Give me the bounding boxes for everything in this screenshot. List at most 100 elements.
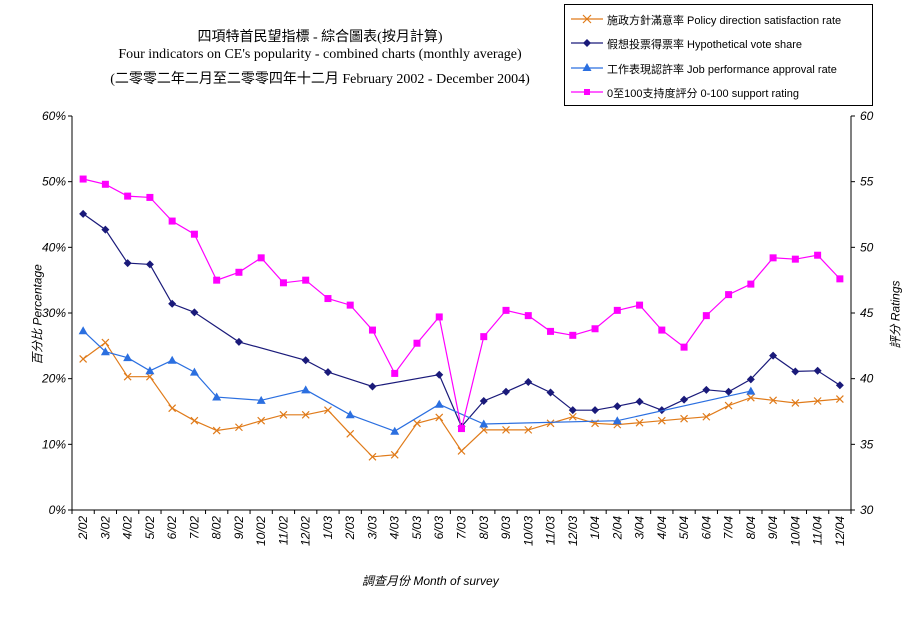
series-3-point bbox=[791, 255, 799, 263]
series-3-point bbox=[190, 230, 198, 238]
legend-label-policy: 施政方針滿意率 Policy direction satisfaction ra… bbox=[607, 15, 842, 27]
series-2-point bbox=[256, 395, 266, 404]
y-tick-right-label: 60 bbox=[860, 109, 874, 123]
y-tick-right-label: 35 bbox=[860, 437, 874, 451]
series-0-point bbox=[769, 396, 778, 405]
series-1-point bbox=[613, 402, 622, 411]
series-0-point bbox=[702, 412, 711, 421]
series-0-point bbox=[301, 410, 310, 419]
series-2-point bbox=[612, 416, 622, 425]
y-tick-left-label: 0% bbox=[49, 503, 67, 517]
series-1-point bbox=[724, 387, 733, 396]
series-1-point bbox=[145, 260, 154, 269]
x-tick-label: 2/04 bbox=[610, 516, 624, 541]
x-tick-label: 2/02 bbox=[76, 516, 90, 541]
x-tick-label: 6/02 bbox=[165, 516, 179, 540]
series-3-point bbox=[101, 180, 109, 188]
series-2-point bbox=[434, 399, 444, 408]
series-3-point bbox=[658, 326, 666, 334]
series-1-point bbox=[168, 299, 177, 308]
series-line-1 bbox=[82, 213, 841, 428]
series-2-point bbox=[479, 419, 489, 428]
y-tick-right-label: 50 bbox=[860, 240, 874, 254]
y-tick-right-label: 30 bbox=[860, 503, 874, 517]
series-0-point bbox=[546, 419, 555, 428]
series-1-point bbox=[635, 397, 644, 406]
x-tick-label: 9/04 bbox=[766, 516, 780, 540]
legend-entry-rating: 0至100支持度評分 0-100 support rating bbox=[565, 82, 872, 102]
x-tick-label: 8/04 bbox=[744, 516, 758, 540]
series-1-point bbox=[568, 406, 577, 415]
series-0-point bbox=[479, 425, 488, 434]
x-tick-label: 12/04 bbox=[833, 516, 847, 546]
legend-swatch-approval bbox=[571, 63, 603, 71]
series-3-point bbox=[168, 217, 176, 225]
x-tick-label: 4/02 bbox=[121, 516, 135, 540]
series-0-point bbox=[657, 416, 666, 425]
series-0-point bbox=[168, 404, 177, 413]
x-tick-label: 3/04 bbox=[633, 516, 647, 540]
chart-title-line-1: 四項特首民望指標 - 綜合圖表(按月計算) bbox=[197, 30, 443, 45]
series-0-point bbox=[746, 393, 755, 402]
x-tick-label: 1/04 bbox=[588, 516, 602, 540]
chart-title-line-2: Four indicators on CE's popularity - com… bbox=[118, 47, 522, 62]
series-0-point bbox=[457, 446, 466, 455]
series-3-point bbox=[124, 192, 132, 200]
series-1-point bbox=[702, 385, 711, 394]
series-3-point bbox=[747, 280, 755, 288]
series-2-point bbox=[189, 367, 199, 376]
series-0-point bbox=[212, 426, 221, 435]
series-1-point bbox=[435, 370, 444, 379]
y-axis-right-title: 評分 Ratings bbox=[888, 280, 903, 349]
series-1-point bbox=[769, 351, 778, 360]
series-1-point bbox=[479, 396, 488, 405]
series-2-point bbox=[123, 353, 133, 362]
series-3-point bbox=[524, 312, 532, 320]
legend-label-vote: 假想投票得票率 Hypothetical vote share bbox=[607, 39, 803, 51]
series-0-point bbox=[390, 450, 399, 459]
series-3-point bbox=[435, 313, 443, 321]
series-3-point bbox=[413, 339, 421, 347]
series-2-point bbox=[100, 347, 110, 356]
y-tick-left-label: 60% bbox=[42, 109, 66, 123]
series-0-point bbox=[368, 452, 377, 461]
series-0-point bbox=[79, 355, 88, 363]
chart-legend: 施政方針滿意率 Policy direction satisfaction ra… bbox=[564, 4, 873, 106]
series-3-point bbox=[814, 251, 822, 259]
series-3-point bbox=[613, 306, 621, 314]
series-3-point bbox=[324, 295, 332, 303]
x-tick-label: 11/03 bbox=[544, 516, 558, 545]
x-axis-title: 調查月份 Month of survey bbox=[362, 574, 499, 588]
y-tick-right-label: 45 bbox=[860, 306, 874, 320]
series-1-point bbox=[502, 387, 511, 396]
x-tick-label: 3/03 bbox=[365, 516, 379, 540]
series-0-point bbox=[123, 372, 132, 381]
legend-entry-policy: 施政方針滿意率 Policy direction satisfaction ra… bbox=[565, 9, 872, 29]
x-tick-label: 4/03 bbox=[388, 516, 402, 540]
series-2-point bbox=[746, 386, 756, 395]
series-1-point bbox=[746, 375, 755, 384]
series-0-point bbox=[435, 413, 444, 422]
series-2-point bbox=[301, 385, 311, 394]
series-2-point bbox=[78, 326, 88, 335]
series-0-point bbox=[145, 372, 154, 381]
series-2-point bbox=[390, 426, 400, 435]
series-1-point bbox=[79, 209, 88, 218]
series-1-point bbox=[524, 377, 533, 386]
series-0-point bbox=[680, 414, 688, 423]
series-3-point bbox=[79, 175, 87, 183]
series-0-point bbox=[279, 410, 288, 419]
series-0-point bbox=[568, 412, 577, 421]
series-1-point bbox=[657, 406, 666, 415]
x-tick-label: 12/02 bbox=[299, 516, 313, 546]
series-line-0 bbox=[82, 341, 840, 458]
series-3-point bbox=[235, 268, 243, 276]
series-3-point bbox=[391, 369, 399, 377]
y-tick-left-label: 50% bbox=[42, 175, 66, 189]
series-1-point bbox=[323, 368, 332, 377]
series-3-point bbox=[636, 301, 644, 309]
y-tick-right-label: 40 bbox=[860, 372, 874, 386]
y-tick-left-label: 20% bbox=[41, 372, 66, 386]
x-tick-label: 2/03 bbox=[343, 516, 357, 541]
legend-swatch-rating bbox=[571, 89, 603, 95]
